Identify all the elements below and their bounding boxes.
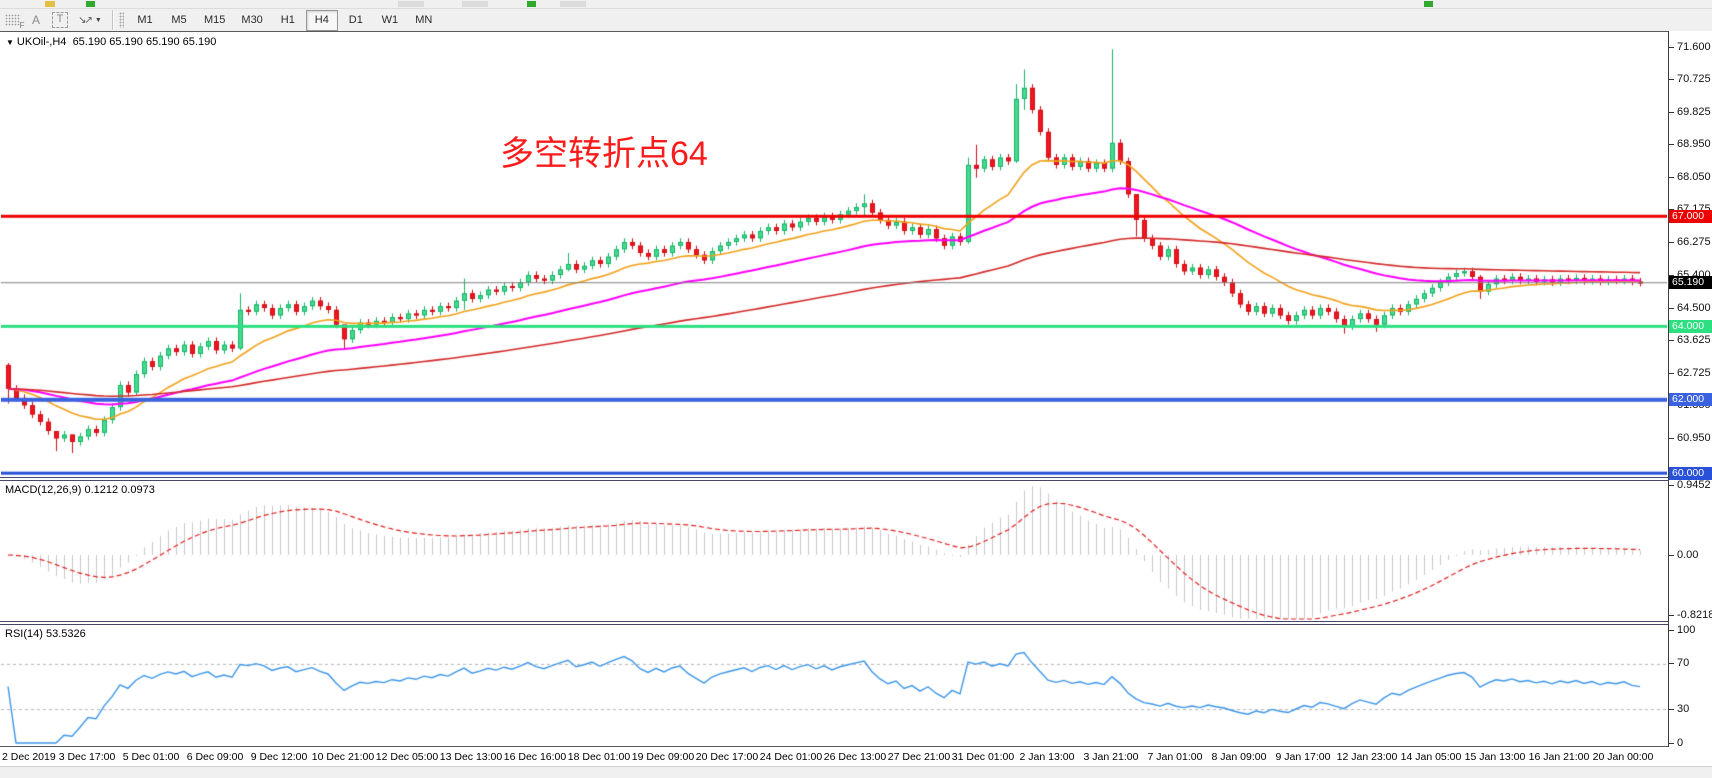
- macd-tick-label: 0.00: [1668, 548, 1699, 561]
- timeframe-button-h1[interactable]: H1: [280, 13, 295, 26]
- date-tick-label: 26 Dec 13:00: [823, 751, 887, 763]
- price-level-badge: 67.000: [1669, 209, 1712, 223]
- date-tick-label: 12 Jan 23:00: [1336, 751, 1398, 763]
- price-level-badge: 62.000: [1669, 393, 1712, 407]
- panel-splitter-macd[interactable]: [0, 477, 1712, 481]
- date-tick-label: 19 Dec 09:00: [631, 751, 695, 763]
- date-tick-label: 10 Dec 21:00: [311, 751, 375, 763]
- arrows-icon: ↘↗: [78, 14, 93, 26]
- date-tick-label: 5 Dec 01:00: [122, 751, 180, 763]
- price-level-badge: 64.000: [1669, 319, 1712, 333]
- price-tick-label: 63.625: [1669, 333, 1711, 346]
- arrow-objects-button[interactable]: ↘↗ ▼: [73, 11, 107, 30]
- macd-tick-label: -0.8218: [1668, 609, 1712, 622]
- text-tool-button[interactable]: T: [49, 11, 71, 30]
- date-tick-label: 18 Dec 01:00: [567, 751, 631, 763]
- top-partial-toolbar: [0, 0, 1712, 9]
- price-level-badge: 60.000: [1669, 466, 1712, 480]
- date-tick-label: 27 Dec 21:00: [887, 751, 951, 763]
- toolbar-drag-handle[interactable]: [119, 12, 124, 28]
- price-tick-label: 69.825: [1669, 106, 1711, 119]
- crosshair-grid-button[interactable]: F: [1, 11, 25, 30]
- price-tick-label: 68.050: [1669, 171, 1711, 184]
- date-tick-label: 20 Jan 00:00: [1592, 751, 1654, 763]
- main-toolbar: F A T ↘↗ ▼ M1 M5 M15 M30 H1 H4 D1 W1 MN: [0, 9, 1712, 32]
- grid-icon: F: [4, 14, 25, 30]
- date-tick-label: 3 Jan 21:00: [1083, 751, 1139, 763]
- date-tick-label: 9 Dec 12:00: [250, 751, 308, 763]
- date-tick-label: 16 Dec 16:00: [503, 751, 567, 763]
- price-tick-label: 60.950: [1669, 431, 1711, 444]
- date-tick-label: 13 Dec 13:00: [439, 751, 503, 763]
- price-tick-label: 70.725: [1669, 73, 1711, 86]
- ohlc-quotes-label: 65.190 65.190 65.190 65.190: [72, 36, 217, 48]
- toolbar-fragment-icon: [45, 1, 55, 7]
- chevron-down-icon: ▼: [94, 16, 102, 24]
- rsi-tick-label: 30: [1668, 702, 1690, 715]
- price-tick-label: 68.950: [1669, 138, 1711, 151]
- date-tick-label: 9 Jan 17:00: [1275, 751, 1331, 763]
- date-tick-label: 3 Dec 17:00: [58, 751, 116, 763]
- price-tick-label: 64.500: [1669, 301, 1711, 314]
- timeframe-button-d1[interactable]: D1: [348, 13, 363, 26]
- price-tick-label: 62.725: [1669, 366, 1711, 379]
- macd-panel-label: MACD(12,26,9) 0.1212 0.0973: [5, 484, 155, 496]
- rsi-tick-label: 70: [1668, 657, 1690, 670]
- chart-header: ▼ UKOil-,H4 65.190 65.190 65.190 65.190: [6, 36, 216, 48]
- timeframe-button-mn[interactable]: MN: [415, 13, 433, 26]
- toolbar-fragment-icon: [1424, 1, 1433, 7]
- date-tick-label: 12 Dec 05:00: [375, 751, 439, 763]
- price-scale-axis[interactable]: [1668, 31, 1712, 747]
- toolbar-fragment-icon: [560, 1, 586, 7]
- toolbar-fragment-icon: [527, 1, 536, 7]
- date-time-axis[interactable]: 2 Dec 2019 3 Dec 17:00 5 Dec 01:00 6 Dec 09…: [0, 746, 1668, 767]
- date-tick-label: 2 Dec 2019: [2, 751, 56, 763]
- price-tick-label: 71.600: [1669, 40, 1711, 53]
- macd-tick-label: 0.9452: [1669, 478, 1711, 491]
- price-tick-label: 66.275: [1669, 236, 1711, 249]
- macd-indicator-canvas[interactable]: [1, 481, 1667, 621]
- timeframe-group: M1 M5 M15 M30 H1 H4 D1 W1 MN: [128, 9, 441, 31]
- window-bottom-strip: [0, 766, 1712, 778]
- timeframe-button-m5[interactable]: M5: [171, 13, 187, 26]
- date-tick-label: 31 Dec 01:00: [951, 751, 1015, 763]
- symbol-dropdown-icon[interactable]: ▼: [6, 38, 14, 47]
- rsi-indicator-canvas[interactable]: [1, 625, 1667, 746]
- date-tick-label: 24 Dec 01:00: [759, 751, 823, 763]
- timeframe-button-h4[interactable]: H4: [305, 9, 338, 31]
- symbol-period-label: UKOil-,H4: [16, 36, 67, 48]
- date-tick-label: 8 Jan 09:00: [1211, 751, 1267, 763]
- toolbar-fragment-icon: [462, 1, 488, 7]
- toolbar-fragment-icon: [398, 1, 424, 7]
- timeframe-button-m30[interactable]: M30: [241, 13, 263, 26]
- date-tick-label: 16 Jan 21:00: [1528, 751, 1590, 763]
- toolbar-fragment-icon: [86, 1, 95, 7]
- rsi-panel-label: RSI(14) 53.5326: [5, 628, 86, 640]
- rsi-tick-label: 0: [1668, 736, 1684, 749]
- date-tick-label: 20 Dec 17:00: [695, 751, 759, 763]
- date-tick-label: 2 Jan 13:00: [1019, 751, 1075, 763]
- price-level-badge: 65.190: [1669, 276, 1712, 290]
- font-icon: A: [31, 13, 40, 27]
- timeframe-button-m1[interactable]: M1: [137, 13, 153, 26]
- date-tick-label: 14 Jan 05:00: [1400, 751, 1462, 763]
- timeframe-button-m15[interactable]: M15: [204, 13, 226, 26]
- date-tick-label: 7 Jan 01:00: [1147, 751, 1203, 763]
- text-box-icon: T: [52, 12, 68, 28]
- date-tick-label: 15 Jan 13:00: [1464, 751, 1526, 763]
- date-tick-label: 6 Dec 09:00: [186, 751, 244, 763]
- toolbar-separator: [112, 10, 114, 30]
- main-price-chart-canvas[interactable]: [1, 32, 1667, 477]
- panel-splitter-rsi[interactable]: [0, 621, 1712, 625]
- timeframe-button-w1[interactable]: W1: [381, 13, 399, 26]
- chart-annotation-text[interactable]: 多空转折点64: [500, 135, 708, 173]
- font-tool-button[interactable]: A: [25, 11, 47, 30]
- rsi-tick-label: 100: [1668, 623, 1696, 636]
